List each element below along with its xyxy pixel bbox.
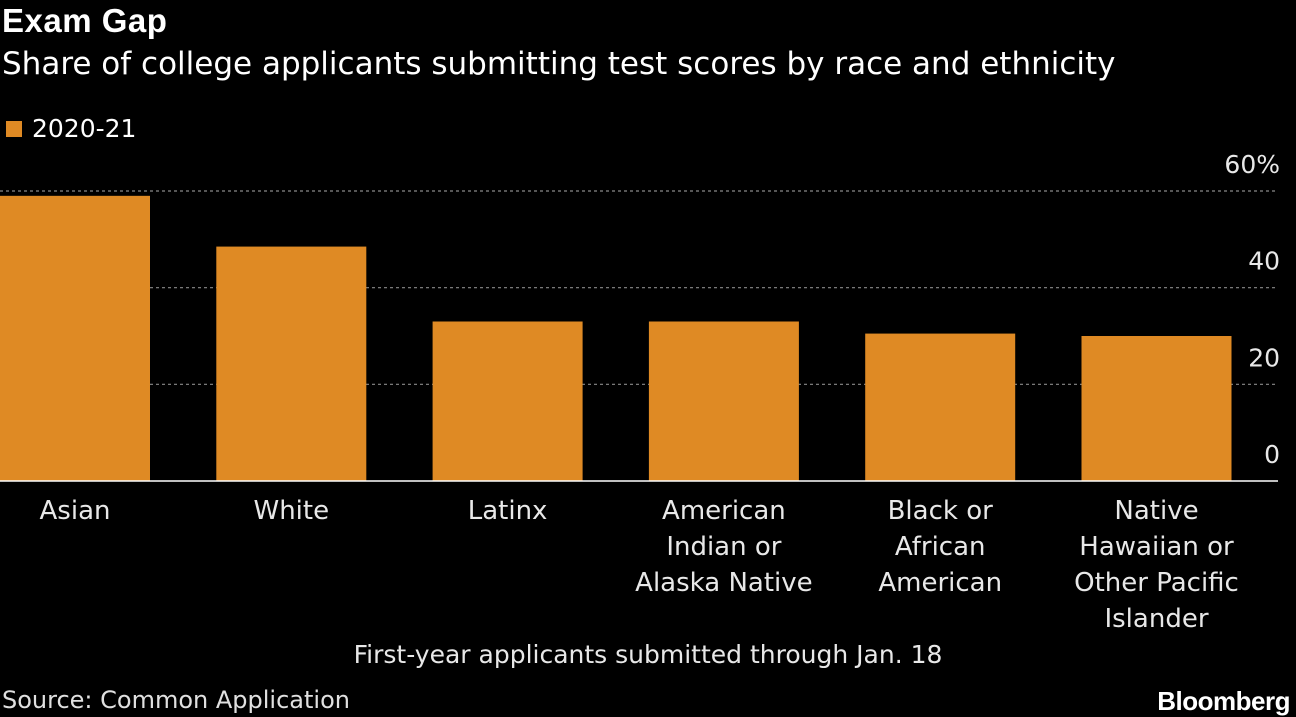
bar — [1081, 336, 1232, 481]
x-tick-label: American — [662, 496, 786, 526]
footnote: First-year applicants submitted through … — [353, 640, 943, 669]
x-tick-label: Alaska Native — [635, 568, 812, 598]
x-tick-label: American — [878, 568, 1002, 598]
bar — [216, 246, 367, 481]
chart-title: Exam Gap — [2, 2, 168, 39]
bar-chart: 0 20 40 60% Asian White Latinx American Indian o… — [0, 150, 1280, 634]
legend-label: 2020-21 — [32, 114, 137, 143]
legend: 2020-21 — [6, 114, 136, 143]
y-tick-label: 0 — [1264, 440, 1280, 469]
x-tick-label: Hawaiian or — [1079, 532, 1234, 562]
legend-swatch — [6, 120, 22, 137]
y-tick-label: 40 — [1248, 247, 1280, 276]
bar — [0, 195, 150, 482]
y-tick-label: 20 — [1248, 343, 1280, 372]
chart-subtitle: Share of college applicants submitting t… — [2, 46, 1116, 82]
bar — [865, 333, 1016, 481]
x-tick-label: White — [253, 496, 329, 526]
x-tick-label: Islander — [1104, 604, 1208, 634]
y-tick-label: 60% — [1224, 150, 1280, 179]
bar — [648, 321, 799, 481]
source-note: Source: Common Application — [2, 686, 350, 714]
x-tick-label: Black or — [888, 496, 994, 526]
x-tick-label: African — [895, 532, 986, 562]
x-tick-label: Native — [1114, 496, 1198, 526]
x-tick-label: Asian — [40, 496, 111, 526]
bloomberg-logo: Bloomberg — [1157, 686, 1290, 716]
x-tick-label: Latinx — [468, 496, 548, 526]
x-tick-label: Other Pacific — [1074, 568, 1239, 598]
bar — [432, 321, 583, 481]
x-tick-label: Indian or — [666, 532, 781, 562]
